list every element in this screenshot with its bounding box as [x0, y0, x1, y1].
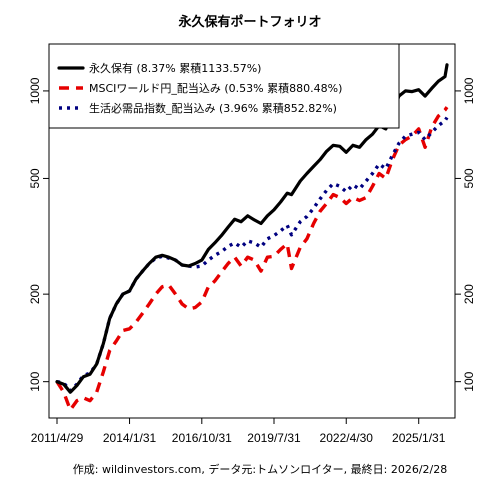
y-tick-label-right: 500: [462, 168, 476, 188]
y-tick-label-left: 100: [28, 371, 42, 391]
legend-label-3: 生活必需品指数_配当込み (3.96% 累積852.82%): [89, 101, 337, 115]
y-tick-label-left: 200: [28, 284, 42, 304]
legend-label-1: 永久保有 (8.37% 累積1133.57%): [89, 61, 261, 75]
series-line-1: [55, 63, 449, 394]
chart-title: 永久保有ポートフォリオ: [177, 14, 321, 30]
series-line-3: [56, 116, 449, 393]
x-tick-label: 2022/4/30: [320, 431, 374, 445]
y-tick-label-right: 100: [462, 371, 476, 391]
x-tick-label: 2014/1/31: [103, 431, 157, 445]
y-tick-label-right: 1000: [462, 77, 476, 104]
legend-label-2: MSCIワールド円_配当込み (0.53% 累積880.48%): [89, 81, 342, 95]
legend: 永久保有 (8.37% 累積1133.57%) MSCIワールド円_配当込み (0…: [48, 43, 400, 129]
y-tick-label-left: 500: [28, 168, 42, 188]
axes: 100 100 200 200 500 500 1000 1000 2011/4/29 2014/…: [28, 43, 476, 445]
series-layer: [55, 63, 449, 412]
series-line-2: [55, 106, 449, 412]
y-tick-label-left: 1000: [28, 77, 42, 104]
x-tick-label: 2025/1/31: [392, 431, 446, 445]
chart-footer: 作成: wildinvestors.com, データ元:トムソンロイター, 最終…: [73, 462, 447, 476]
y-tick-label-right: 200: [462, 284, 476, 304]
plot-frame: [48, 43, 456, 419]
x-tick-label: 2016/10/31: [172, 431, 232, 445]
x-tick-label: 2011/4/29: [31, 431, 84, 445]
x-tick-label: 2019/7/31: [247, 431, 301, 445]
